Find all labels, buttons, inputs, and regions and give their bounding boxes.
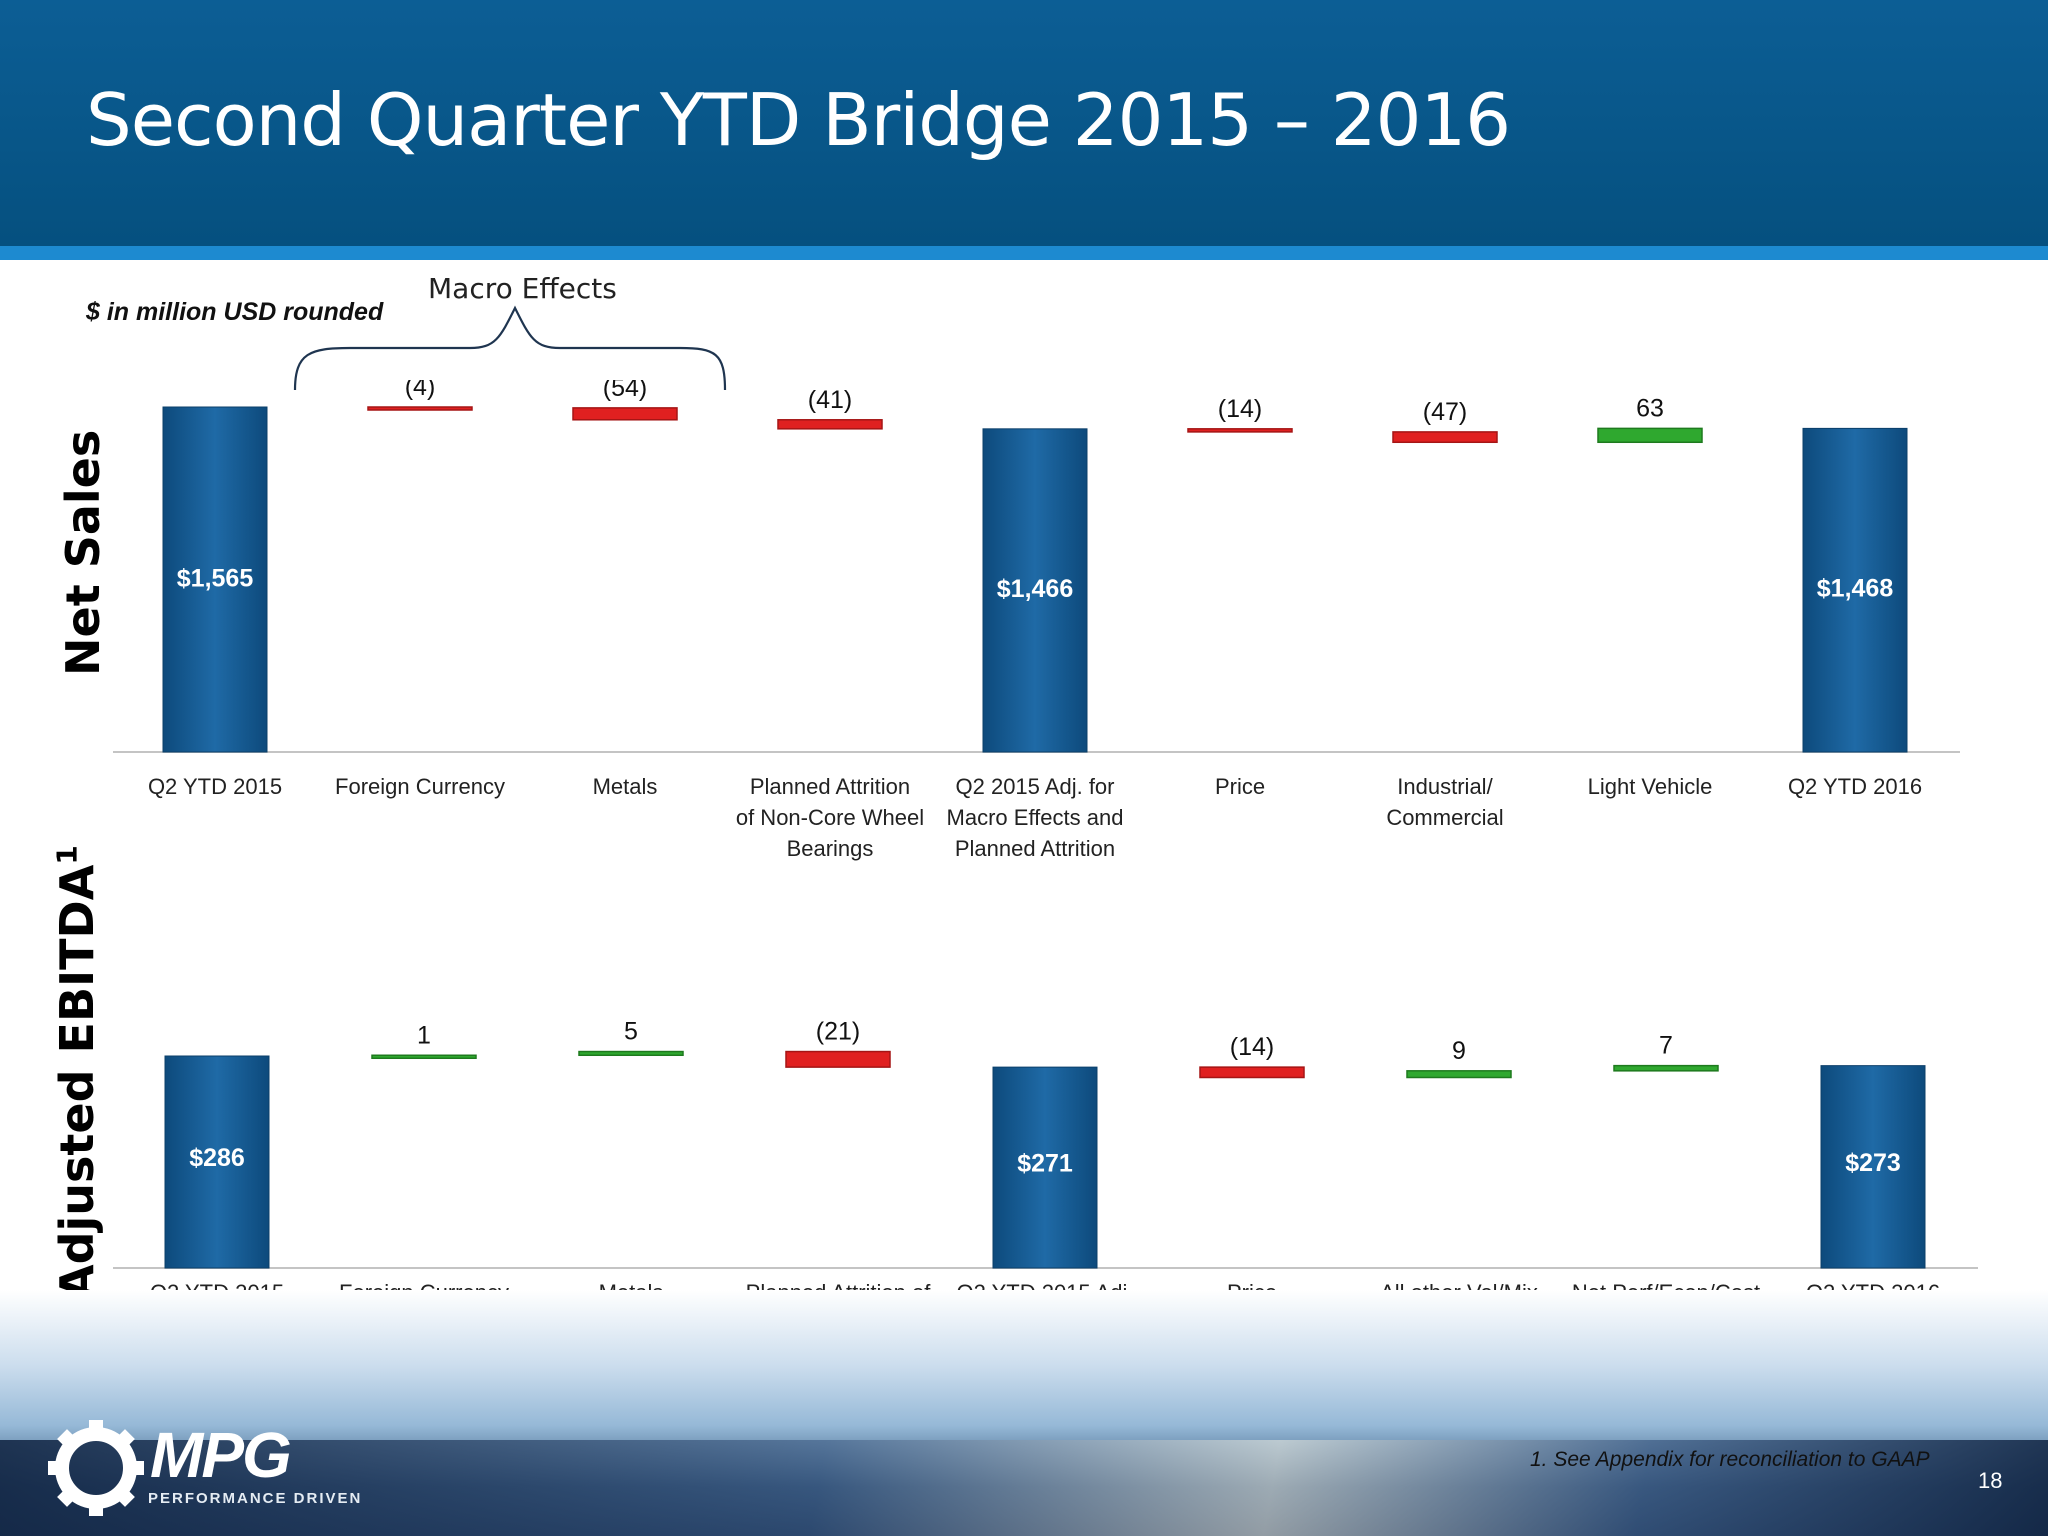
net-sales-category-label-1: Foreign Currency <box>335 774 505 799</box>
logo-tagline: PERFORMANCE DRIVEN <box>148 1490 363 1507</box>
ebitda-value-label-2: 5 <box>624 1018 638 1046</box>
net-sales-category-label-7: Light Vehicle <box>1588 774 1713 799</box>
net-sales-bar-8 <box>1802 427 1908 753</box>
ebitda-value-label-5: (14) <box>1230 1033 1274 1061</box>
net-sales-category-label-0: Q2 YTD 2015 <box>148 774 282 799</box>
net-sales-value-label-1: (4) <box>405 380 436 401</box>
ebitda-bar-2 <box>578 1050 684 1057</box>
footer-road-image <box>0 1440 2048 1536</box>
ebitda-bar-7 <box>1613 1064 1719 1072</box>
ebitda-value-label-4: $271 <box>1017 1150 1073 1178</box>
ebitda-value-label-0: $286 <box>189 1144 245 1172</box>
net-sales-category-label-2: Metals <box>593 774 658 799</box>
ebitda-value-label-7: 7 <box>1659 1032 1673 1060</box>
net-sales-bar-2 <box>572 407 678 421</box>
net-sales-category-label-3: Planned Attrition of Non-Core Wheel Bearin… <box>736 774 924 861</box>
ebitda-value-label-6: 9 <box>1452 1037 1466 1065</box>
ebitda-bar-3 <box>785 1050 891 1068</box>
title-banner-stripe <box>0 246 2048 260</box>
net-sales-svg: $1,565 Q2 YTD 2015 (4) Foreign Currency (54)… <box>113 380 1960 861</box>
net-sales-bar-7 <box>1597 427 1703 444</box>
net-sales-value-label-4: $1,466 <box>997 575 1073 603</box>
macro-effects-brace <box>293 305 727 391</box>
net-sales-value-label-0: $1,565 <box>177 564 254 592</box>
ebitda-value-label-3: (21) <box>816 1018 860 1046</box>
units-note: $ in million USD rounded <box>86 298 384 326</box>
net-sales-bar-3 <box>777 419 883 430</box>
ebitda-bar-1 <box>371 1054 477 1060</box>
macro-effects-label: Macro Effects <box>428 272 617 305</box>
net-sales-value-label-2: (54) <box>603 380 647 402</box>
net-sales-value-label-7: 63 <box>1636 394 1664 422</box>
title-banner <box>0 0 2048 246</box>
net-sales-value-label-8: $1,468 <box>1817 575 1894 603</box>
slide-title: Second Quarter YTD Bridge 2015 – 2016 <box>86 78 1511 162</box>
net-sales-bar-0 <box>162 406 268 753</box>
ebitda-bar-5 <box>1199 1066 1305 1079</box>
net-sales-category-label-5: Price <box>1215 774 1265 799</box>
ebitda-value-label-8: $273 <box>1845 1149 1901 1177</box>
ebitda-bar-8 <box>1820 1065 1926 1269</box>
net-sales-category-label-8: Q2 YTD 2016 <box>1788 774 1922 799</box>
net-sales-category-label-4: Q2 2015 Adj. for Macro Effects and Planned… <box>947 774 1124 861</box>
net-sales-value-label-3: (41) <box>808 386 852 414</box>
ebitda-bar-6 <box>1406 1070 1512 1079</box>
footnote: 1. See Appendix for reconciliation to GA… <box>1530 1448 1930 1471</box>
net-sales-bar-1 <box>367 406 473 411</box>
logo-wordmark: MPG <box>150 1419 292 1491</box>
ebitda-value-label-1: 1 <box>417 1021 431 1049</box>
page-number: 18 <box>1978 1468 2003 1493</box>
net-sales-category-label-6: Industrial/Commercial <box>1386 774 1503 830</box>
net-sales-bar-4 <box>982 428 1088 753</box>
net-sales-value-label-6: (47) <box>1423 398 1467 426</box>
mpg-gear-logo <box>48 1420 144 1516</box>
net-sales-chart: $1,565 Q2 YTD 2015 (4) Foreign Currency (54)… <box>0 380 2048 890</box>
ebitda-bar-0 <box>164 1055 270 1269</box>
net-sales-bar-6 <box>1392 431 1498 444</box>
net-sales-bar-5 <box>1187 428 1293 433</box>
net-sales-value-label-5: (14) <box>1218 395 1262 423</box>
ebitda-bar-4 <box>992 1066 1098 1269</box>
